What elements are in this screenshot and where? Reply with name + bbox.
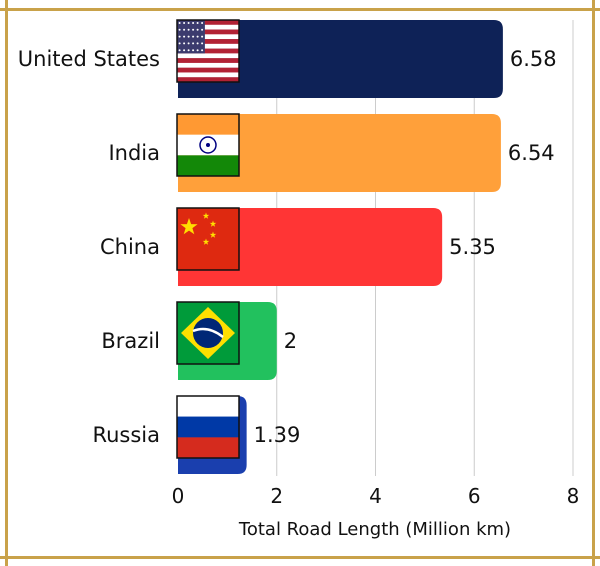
category-label: Brazil bbox=[101, 329, 160, 353]
value-labels: 6.58 6.54 5.35 2 1.39 bbox=[254, 47, 557, 447]
x-tick-label: 6 bbox=[468, 484, 481, 508]
us-flag-icon bbox=[176, 19, 240, 83]
x-tick-label: 2 bbox=[270, 484, 283, 508]
category-labels: United States India China Brazil Russia bbox=[18, 47, 160, 447]
value-label: 1.39 bbox=[254, 423, 301, 447]
category-label: India bbox=[108, 141, 160, 165]
bar-china bbox=[178, 208, 443, 286]
value-label: 2 bbox=[284, 329, 297, 353]
china-flag-icon bbox=[176, 207, 240, 271]
bar-united-states bbox=[178, 20, 503, 98]
value-label: 5.35 bbox=[449, 235, 496, 259]
flags bbox=[176, 19, 240, 459]
frame-bottom-border bbox=[0, 556, 600, 559]
x-axis-title: Total Road Length (Million km) bbox=[238, 519, 511, 540]
x-tick-label: 8 bbox=[567, 484, 580, 508]
category-label: China bbox=[100, 235, 160, 259]
frame-left-border bbox=[5, 0, 8, 566]
value-label: 6.54 bbox=[508, 141, 555, 165]
x-tick-labels: 0 2 4 6 8 bbox=[172, 484, 580, 508]
brazil-flag-icon bbox=[176, 301, 240, 365]
frame-top-border bbox=[0, 8, 600, 11]
bar-india bbox=[178, 114, 501, 192]
x-tick-label: 4 bbox=[369, 484, 382, 508]
x-tick-label: 0 bbox=[172, 484, 185, 508]
category-label: Russia bbox=[92, 423, 160, 447]
category-label: United States bbox=[18, 47, 160, 71]
frame-right-border bbox=[592, 0, 595, 566]
value-label: 6.58 bbox=[510, 47, 557, 71]
russia-flag-icon bbox=[176, 395, 240, 459]
india-flag-icon bbox=[176, 113, 240, 177]
